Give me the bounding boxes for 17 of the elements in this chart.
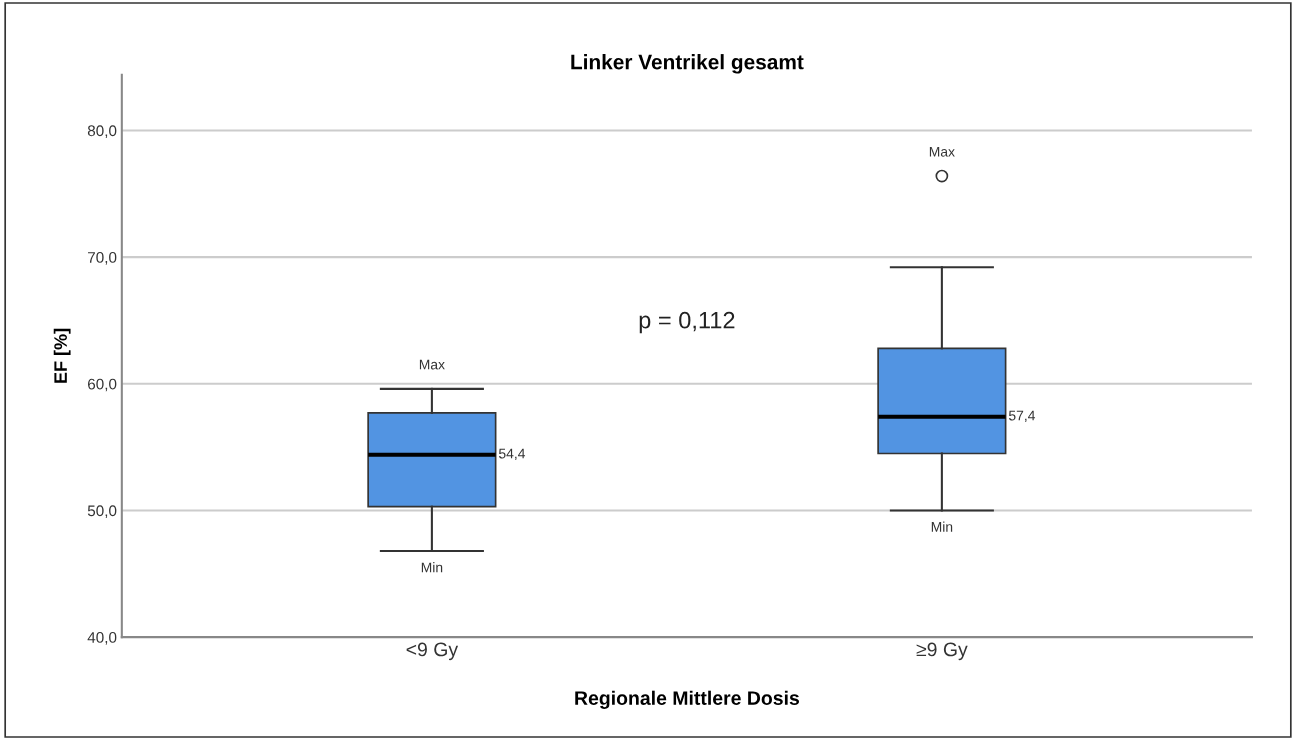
annotation: 57,4	[1008, 410, 1036, 423]
annotation: Min	[931, 521, 953, 532]
annotation: 54,4	[498, 448, 526, 461]
annotation: Max	[419, 359, 445, 370]
y-tick-label: 80,0	[87, 125, 117, 138]
x-tick-label: <9 Gy	[406, 642, 459, 661]
x-axis-title: Regionale Mittlere Dosis	[575, 690, 799, 709]
y-tick-label: 70,0	[88, 252, 117, 265]
chart-title: Linker Ventrikel gesamt	[571, 54, 804, 74]
annotation: p = 0,112	[639, 311, 735, 334]
x-tick-label: ≥9 Gy	[916, 642, 968, 661]
annotation: Min	[421, 562, 443, 573]
y-tick-label: 40,0	[87, 632, 117, 645]
y-axis-title: EF [%]	[53, 328, 71, 383]
y-tick-label: 50,0	[87, 505, 117, 518]
y-tick-label: 60,0	[88, 378, 117, 392]
annotation: Max	[929, 146, 955, 157]
